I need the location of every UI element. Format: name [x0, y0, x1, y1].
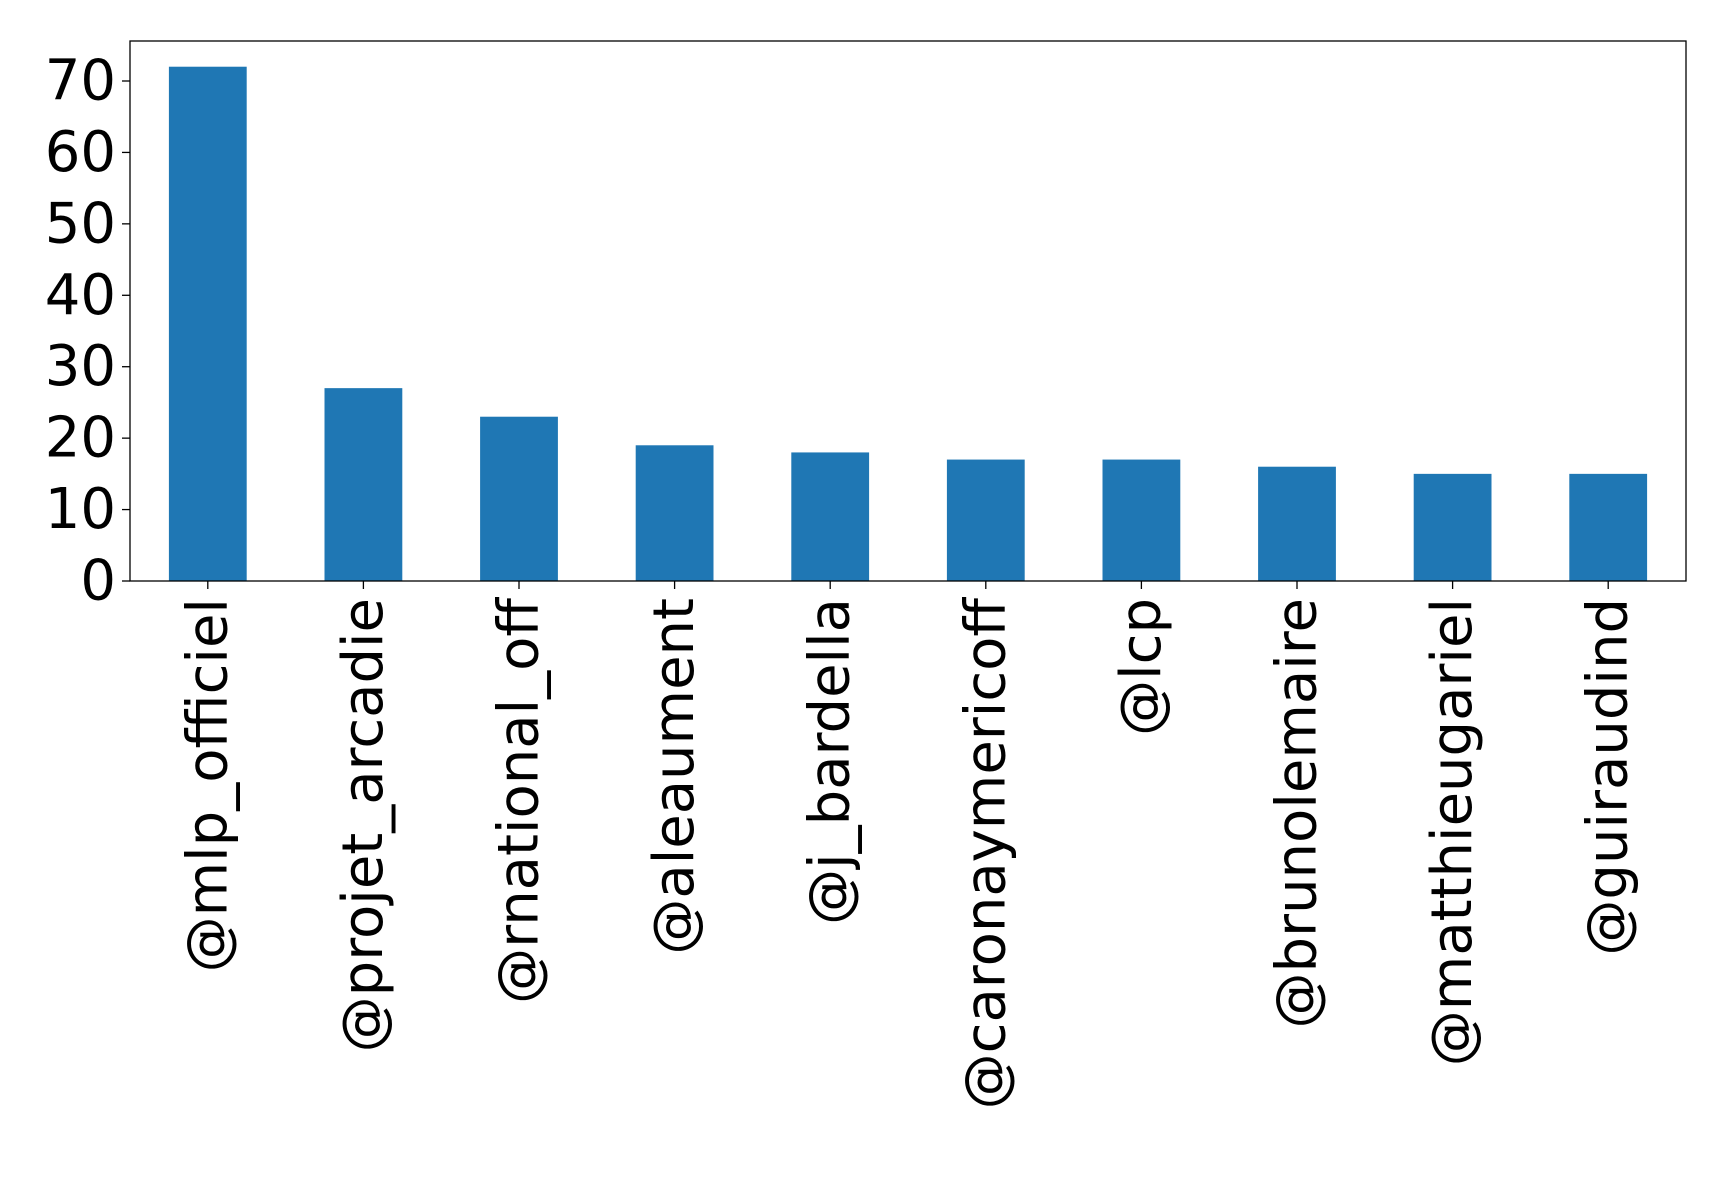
x-tick-label: @guiraudind: [1576, 598, 1641, 956]
x-tick-label: @projet_arcadie: [331, 598, 396, 1052]
x-tick-label: @j_bardella: [798, 598, 863, 925]
y-tick-label: 40: [45, 263, 116, 328]
y-tick-label: 50: [45, 191, 116, 256]
x-tick-label: @matthieugariel: [1420, 598, 1485, 1066]
bar: [1569, 473, 1648, 581]
y-tick-label: 0: [80, 549, 116, 614]
bar: [324, 388, 403, 581]
y-tick-label: 20: [45, 406, 116, 471]
x-tick-label: @rnational_off: [487, 597, 552, 1004]
y-tick-label: 30: [45, 334, 116, 399]
bars-group: [168, 66, 1648, 581]
bar: [791, 452, 870, 581]
x-tick-label: @caronaymericoff: [953, 597, 1018, 1110]
x-tick-label: @lcp: [1109, 598, 1174, 736]
y-tick-label: 10: [45, 477, 116, 542]
x-tick-label: @aleaument: [642, 598, 707, 955]
bar: [635, 445, 714, 581]
y-tick-label: 70: [45, 49, 116, 114]
bar: [168, 66, 247, 581]
y-tick-label: 60: [45, 120, 116, 185]
plot-frame: [129, 40, 1687, 582]
x-tick-label: @brunolemaire: [1265, 598, 1330, 1029]
bar: [946, 459, 1025, 581]
bar: [1102, 459, 1181, 581]
bar: [480, 416, 558, 581]
bar: [1258, 466, 1336, 581]
bar: [1413, 473, 1492, 581]
x-axis: @mlp_officiel @projet_arcadie @rnational_o…: [175, 581, 1641, 1110]
x-tick-label: @mlp_officiel: [175, 598, 240, 972]
